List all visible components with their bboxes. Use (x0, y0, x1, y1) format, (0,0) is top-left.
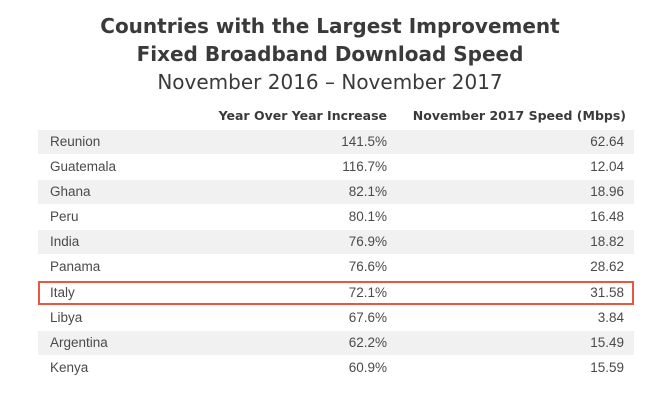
table-row: Guatemala 116.7% 12.04 (38, 155, 634, 179)
table-row: India 76.9% 18.82 (38, 230, 634, 255)
country-cell: Guatemala (50, 159, 117, 175)
country-cell: Kenya (50, 359, 89, 375)
table-header-row: Year Over Year Increase November 2017 Sp… (38, 104, 634, 130)
country-cell: Ghana (50, 184, 91, 200)
yoy-cell: 76.9% (348, 234, 387, 250)
yoy-cell: 141.5% (341, 134, 387, 149)
speed-cell: 3.84 (597, 309, 624, 325)
speed-cell: 18.82 (590, 234, 624, 250)
speed-cell: 18.96 (590, 184, 624, 200)
country-cell: Peru (50, 209, 79, 225)
table-row: Argentina 62.2% 15.49 (38, 330, 634, 355)
speed-cell: 15.49 (590, 334, 624, 350)
table-row: Libya 67.6% 3.84 (38, 306, 634, 330)
yoy-cell: 80.1% (348, 209, 387, 225)
table-row: Kenya 60.9% 15.59 (38, 356, 634, 380)
yoy-cell: 116.7% (342, 159, 387, 175)
yoy-cell: 62.2% (348, 334, 387, 350)
chart-title-block: Countries with the Largest Improvement F… (0, 12, 660, 96)
country-cell: Panama (50, 259, 101, 275)
column-header-yoy: Year Over Year Increase (218, 108, 387, 123)
title-line-2: Fixed Broadband Download Speed (136, 42, 524, 66)
speed-cell: 62.64 (590, 134, 624, 149)
table-row: Peru 80.1% 16.48 (38, 205, 634, 229)
column-header-speed: November 2017 Speed (Mbps) (412, 108, 626, 123)
speed-cell: 12.04 (590, 159, 624, 175)
country-cell: Libya (50, 309, 83, 325)
speed-table: Year Over Year Increase November 2017 Sp… (38, 104, 634, 381)
speed-cell: 16.48 (590, 209, 624, 225)
country-cell: India (50, 234, 80, 250)
yoy-cell: 76.6% (348, 259, 387, 275)
table-row: Panama 76.6% 28.62 (38, 255, 634, 279)
yoy-cell: 60.9% (348, 359, 387, 375)
yoy-cell: 67.6% (348, 309, 387, 325)
table-row: Reunion 141.5% 62.64 (38, 130, 634, 154)
country-cell: Argentina (50, 334, 108, 350)
table-row: Ghana 82.1% 18.96 (38, 180, 634, 205)
speed-cell: 28.62 (590, 259, 624, 275)
title-date-range: November 2016 – November 2017 (157, 70, 503, 94)
yoy-cell: 82.1% (348, 184, 387, 200)
country-cell: Reunion (50, 134, 101, 149)
yoy-cell: 72.1% (348, 284, 387, 300)
title-line-1: Countries with the Largest Improvement (100, 14, 560, 38)
speed-cell: 31.58 (590, 284, 624, 300)
table-row-highlighted: Italy 72.1% 31.58 (38, 280, 634, 305)
country-cell: Italy (50, 284, 75, 300)
speed-cell: 15.59 (590, 359, 624, 375)
